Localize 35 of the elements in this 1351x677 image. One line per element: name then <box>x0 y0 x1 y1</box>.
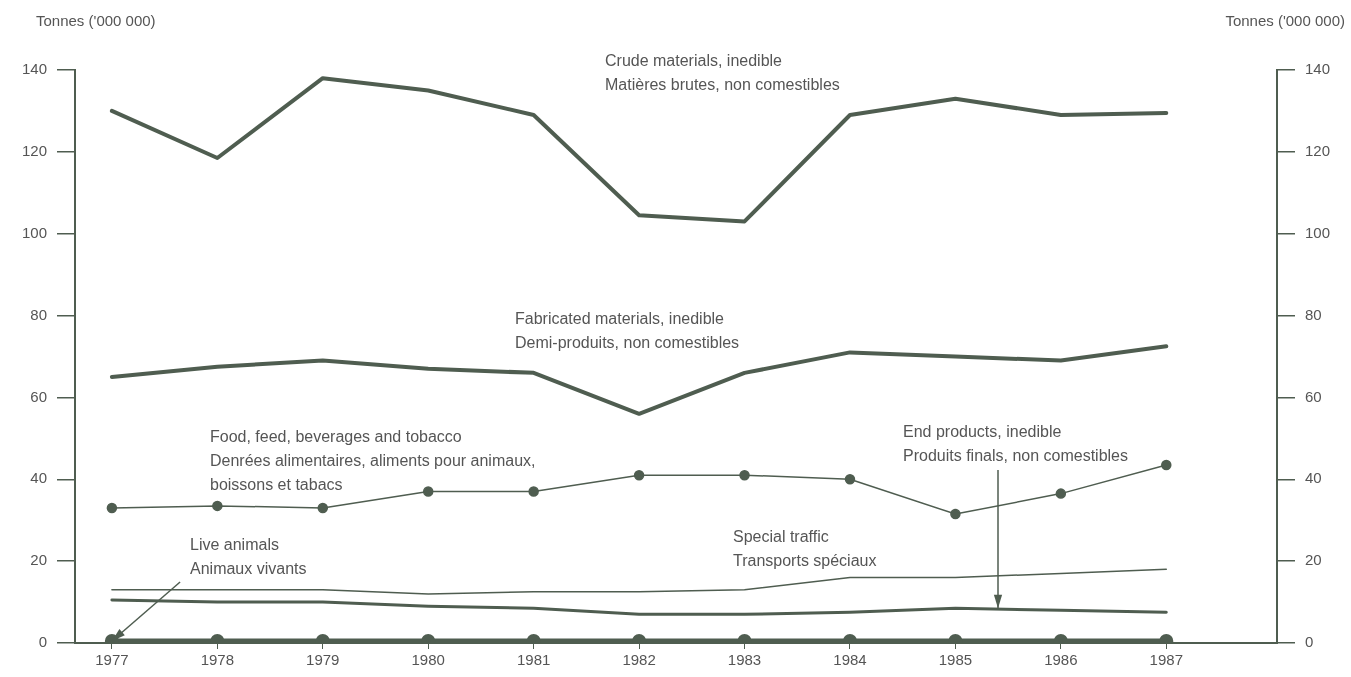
y-tick-label: 40 <box>30 469 47 487</box>
y-tick-label: 80 <box>30 305 47 323</box>
y-tick-label: 0 <box>38 633 47 651</box>
annotation: End products, inedible Produits finals, non comestibles <box>903 423 1128 465</box>
y-tick-label: 60 <box>30 387 47 405</box>
annotation: Crude materials, inedible Matières brutes, non comestibles <box>605 52 840 94</box>
y2-tick-label: 40 <box>1305 469 1322 487</box>
y2-tick-label: 120 <box>1305 142 1331 159</box>
y-tick-label: 100 <box>21 223 47 241</box>
x-tick-label: 1980 <box>411 651 445 669</box>
x-tick-label: 1985 <box>938 651 973 669</box>
y2-tick-label: 80 <box>1305 305 1322 323</box>
y-tick-label: 140 <box>21 60 47 78</box>
x-tick-label: 1983 <box>727 651 762 669</box>
y-axis-title: Tonnes ('000 000) <box>36 12 156 30</box>
x-tick-label: 1986 <box>1044 651 1078 669</box>
x-tick-label: 1987 <box>1149 651 1183 669</box>
y2-tick-label: 20 <box>1305 551 1322 569</box>
annotation: Food, feed, beverages and tobacco Denrées alimentaires, aliments pour animaux, boissons et tabacs <box>210 428 536 494</box>
annotation: Special traffic Transports spéciaux <box>733 528 877 570</box>
y2-tick-label: 0 <box>1305 633 1314 651</box>
y2-tick-label: 100 <box>1305 223 1331 241</box>
x-tick-label: 1981 <box>516 651 551 669</box>
x-tick-label: 1982 <box>622 651 656 669</box>
y-tick-label: 20 <box>30 551 47 569</box>
x-tick-label: 1977 <box>95 651 129 669</box>
annotation: Fabricated materials, inedible Demi-produits, non comestibles <box>515 310 740 352</box>
x-tick-label: 1984 <box>833 651 867 669</box>
y-tick-label: 120 <box>21 142 47 159</box>
x-tick-label: 1978 <box>200 651 235 669</box>
y2-tick-label: 140 <box>1305 60 1331 78</box>
x-tick-label: 1979 <box>306 651 340 669</box>
y2-tick-label: 60 <box>1305 387 1322 405</box>
y2-axis-title: Tonnes ('000 000) <box>1225 12 1345 30</box>
annotation: Live animals Animaux vivants <box>190 536 307 578</box>
